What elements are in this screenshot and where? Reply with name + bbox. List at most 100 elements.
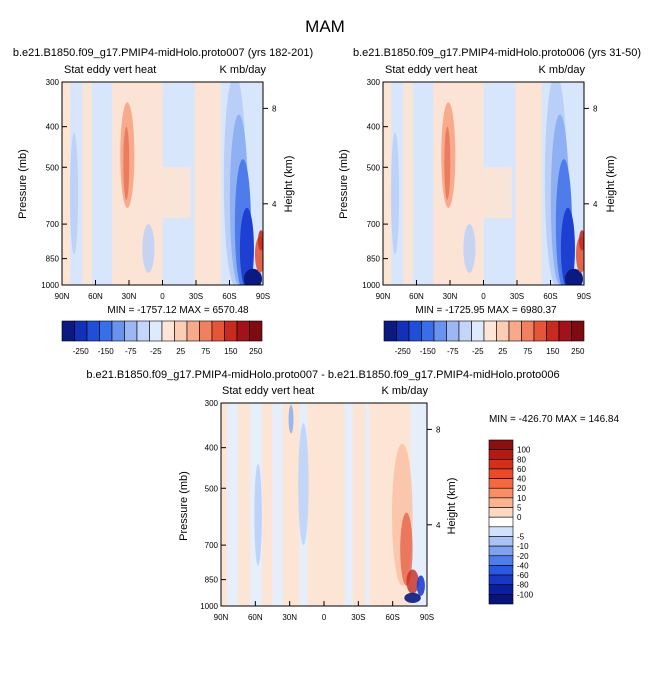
axis-ticks: 90N 60N 30N 0 30S 60S 90S 300 400 500 700 850 1000 8 4	[362, 78, 598, 301]
colorbar-label: 10	[517, 494, 526, 503]
y-tick-label: 1000	[200, 602, 218, 611]
warm-core	[400, 512, 413, 586]
cold-core	[239, 207, 254, 285]
contour-fill	[383, 82, 584, 285]
colorbar-label: -80	[517, 581, 529, 590]
x-tick-label: 30S	[510, 292, 524, 301]
colorbar-swatch	[488, 458, 514, 470]
colorbar-label: -75	[125, 347, 137, 356]
colorbar-swatch	[488, 574, 514, 586]
colorbar-swatch	[488, 584, 514, 595]
min-max-stats: MIN = -1725.95 MAX = 6980.37	[415, 305, 557, 316]
colorbar-label: 25	[176, 347, 185, 356]
x-tick-label: 90N	[214, 613, 229, 622]
colorbar-label: 75	[201, 347, 210, 356]
colorbar-swatch	[396, 320, 410, 342]
x-tick-label: 0	[481, 292, 486, 301]
units-label: K mb/day	[220, 64, 267, 76]
panel-title: b.e21.B1850.f09_g17.PMIP4-midHolo.proto0…	[353, 47, 641, 59]
contour-blob	[391, 132, 400, 255]
panel-title: b.e21.B1850.f09_g17.PMIP4-midHolo.proto0…	[13, 47, 313, 59]
y-right-axis-label: Height (km)	[446, 478, 458, 535]
x-tick-label: 60N	[88, 292, 103, 301]
colorbar-swatch	[571, 320, 585, 342]
contour-band	[237, 403, 250, 606]
colorbar-swatch	[508, 320, 522, 342]
x-tick-label: 0	[322, 613, 327, 622]
colorbar-swatch	[136, 320, 150, 342]
cold-core	[404, 592, 421, 603]
y-tick-label: 850	[46, 255, 60, 264]
x-tick-label: 30S	[189, 292, 203, 301]
y-tick-label: 400	[46, 123, 60, 132]
colorbar-label: 150	[546, 347, 560, 356]
contour-band	[515, 82, 542, 285]
cold-core	[560, 207, 575, 285]
contour-band	[221, 403, 228, 606]
colorbar-label: 40	[517, 475, 526, 484]
colorbar-label: -25	[150, 347, 162, 356]
x-tick-label: 60N	[248, 613, 263, 622]
x-tick-label: 0	[160, 292, 165, 301]
warm-core	[444, 126, 451, 200]
cold-core	[243, 268, 262, 285]
colorbar-label: 60	[517, 465, 526, 474]
y-right-axis-label: Height (km)	[283, 156, 295, 213]
colorbar-swatch	[161, 320, 175, 342]
colorbar-label: -10	[517, 542, 529, 551]
x-tick-label: 90S	[420, 613, 434, 622]
colorbar-label: -150	[420, 347, 437, 356]
colorbar-label: -250	[73, 347, 90, 356]
colorbar-swatch	[249, 320, 263, 342]
colorbar-swatch	[111, 320, 125, 342]
contour-blob	[254, 463, 262, 566]
colorbar-swatch	[488, 439, 514, 450]
y-tick-label: 500	[367, 163, 381, 172]
colorbar-swatch	[61, 320, 75, 342]
panel-title: b.e21.B1850.f09_g17.PMIP4-midHolo.proto0…	[86, 369, 559, 381]
colorbar-swatch	[433, 320, 447, 342]
colorbar: -250 -150 -75 -25 25 75 150 250	[61, 320, 263, 356]
x-tick-label: 60N	[409, 292, 424, 301]
colorbar-label: 100	[517, 446, 531, 455]
y-tick-label: 850	[205, 576, 219, 585]
x-tick-label: 60S	[386, 613, 400, 622]
colorbar-swatch	[74, 320, 88, 342]
y-tick-label: 1000	[41, 281, 59, 290]
colorbar-swatch	[236, 320, 250, 342]
colorbar-label: 0	[517, 513, 522, 522]
x-tick-label: 30N	[443, 292, 458, 301]
min-max-stats: MIN = -426.70 MAX = 146.84	[489, 414, 620, 425]
contour-band	[383, 82, 392, 285]
x-tick-label: 60S	[222, 292, 236, 301]
colorbar-label: -40	[517, 561, 529, 570]
colorbar-swatch	[186, 320, 200, 342]
colorbar-swatch	[488, 468, 514, 479]
warm-core	[123, 126, 130, 200]
contour-fill	[62, 82, 263, 285]
colorbar-swatch	[199, 320, 213, 342]
colorbar-label: -20	[517, 552, 529, 561]
colorbar-label: -5	[517, 532, 525, 541]
colorbar-label: -250	[395, 347, 412, 356]
contour-band	[62, 82, 71, 285]
contour-fill	[221, 403, 427, 606]
colorbar-swatch	[224, 320, 238, 342]
colorbar-swatch	[488, 487, 514, 499]
contour-blob	[142, 224, 155, 273]
x-tick-label: 30N	[282, 613, 297, 622]
colorbar-swatch	[99, 320, 113, 342]
colorbar-label: 25	[498, 347, 507, 356]
axis-ticks: 90N 60N 30N 0 30S 60S 90S 300 400 500 700 850 1000 8 4	[41, 78, 277, 301]
y-tick-label: 300	[367, 78, 381, 87]
colorbar-swatch	[488, 565, 514, 576]
cold-core	[416, 575, 425, 596]
colorbar-swatch	[558, 320, 572, 342]
contour-band	[403, 82, 414, 285]
colorbar-swatch	[488, 516, 514, 528]
y-tick-label: 300	[46, 78, 60, 87]
y-right-tick-label: 8	[593, 104, 598, 113]
colorbar-label: 80	[517, 455, 526, 464]
contour-blob	[463, 224, 476, 273]
